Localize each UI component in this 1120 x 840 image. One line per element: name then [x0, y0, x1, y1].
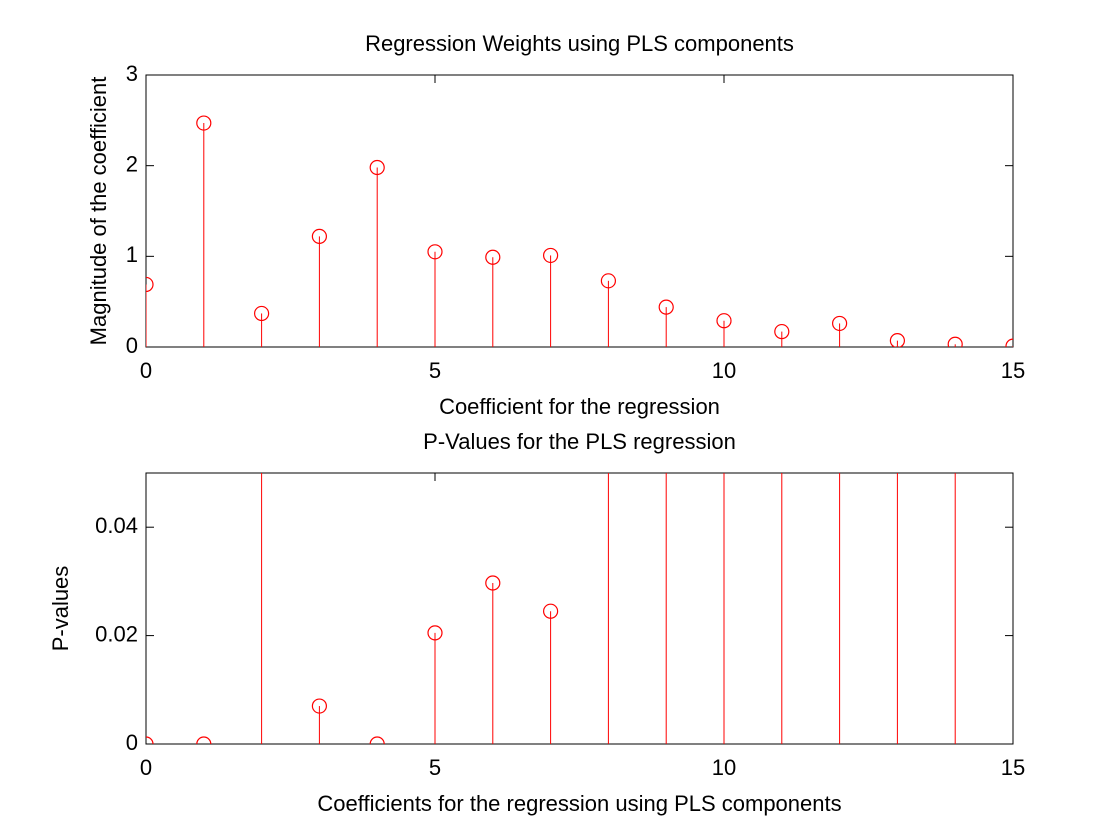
stem-marker [369, 736, 385, 744]
y-tick-label: 0 [126, 730, 138, 755]
y-tick-label: 0.02 [95, 621, 138, 646]
x-tick-label: 5 [429, 358, 441, 383]
stem-marker [311, 228, 327, 244]
stem-marker [255, 412, 269, 426]
y-axis-label: P-values [48, 566, 73, 652]
axes-box [145, 74, 1014, 348]
stem-marker [427, 244, 443, 260]
axes-box [145, 472, 1014, 745]
stem-marker [196, 736, 212, 744]
stem-marker [947, 336, 963, 347]
stem-marker [600, 273, 617, 289]
y-axis-label: Magnitude of the coefficient [86, 77, 111, 346]
x-tick-label: 0 [140, 358, 152, 383]
chart-title: Regression Weights using PLS components [365, 31, 794, 56]
stem-marker [427, 625, 443, 641]
stem-marker [196, 115, 212, 131]
stem-marker [716, 313, 732, 329]
x-tick-label: 5 [429, 755, 441, 780]
stem-marker [485, 249, 501, 265]
stem-marker [311, 698, 327, 714]
stem-marker [774, 323, 790, 340]
stem-marker [146, 276, 154, 293]
stem-marker [485, 575, 501, 591]
x-tick-label: 15 [1001, 358, 1025, 383]
stem-marker [1005, 338, 1013, 347]
stem-marker [658, 299, 674, 315]
y-tick-label: 3 [126, 61, 138, 86]
stem-marker [775, 412, 789, 426]
stem-marker [889, 333, 905, 347]
y-tick-label: 2 [126, 151, 138, 176]
stem-marker [890, 412, 904, 426]
x-axis-label: Coefficients for the regression using PL… [317, 791, 841, 816]
y-tick-label: 1 [126, 242, 138, 267]
plot-area [146, 115, 1013, 347]
x-tick-label: 10 [712, 755, 736, 780]
stem-marker [542, 603, 559, 619]
x-axis-label: Coefficient for the regression [439, 394, 720, 419]
chart-title: P-Values for the PLS regression [423, 429, 736, 454]
stem-marker [833, 412, 847, 426]
y-tick-label: 0.04 [95, 513, 138, 538]
plot-area [146, 412, 962, 744]
x-tick-label: 10 [712, 358, 736, 383]
stem-marker [831, 315, 848, 332]
stem-marker [254, 305, 270, 322]
y-tick-label: 0 [126, 333, 138, 358]
stem-marker [542, 247, 559, 264]
x-tick-label: 0 [140, 755, 152, 780]
stem-marker [369, 159, 385, 176]
stem-marker [948, 412, 962, 426]
x-tick-label: 15 [1001, 755, 1025, 780]
